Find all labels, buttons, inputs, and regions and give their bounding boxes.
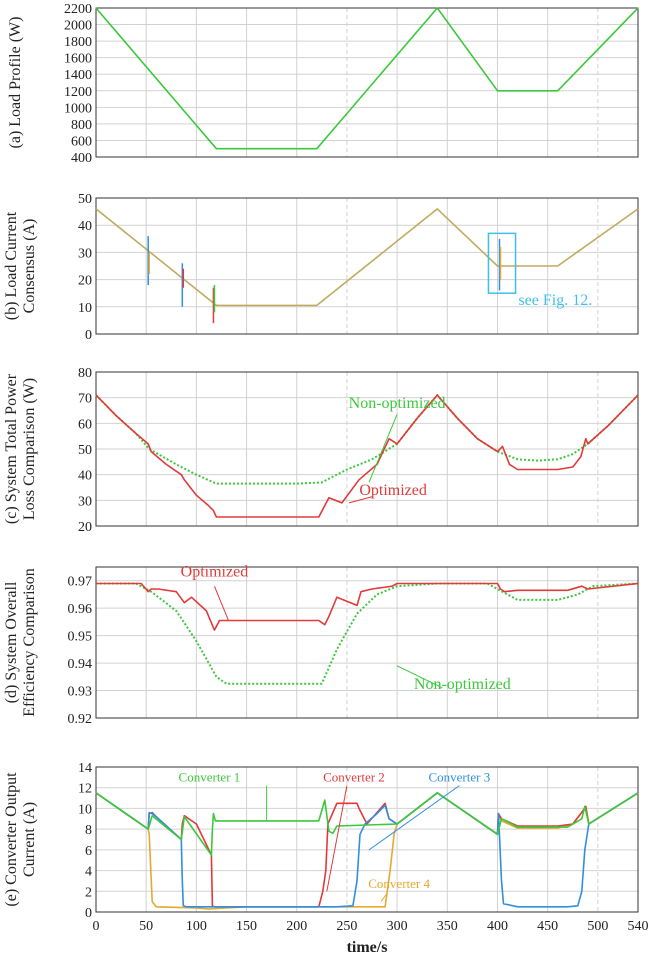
leader-line: [396, 665, 443, 689]
y-tick-label: 0.95: [68, 630, 93, 645]
y-tick-label: 0.97: [68, 575, 93, 590]
y-tick-label: 40: [78, 219, 92, 234]
series-label: Converter 4: [368, 876, 430, 891]
series-line-converter-1: [95, 792, 639, 856]
y-axis-label: (d) System Overall: [3, 581, 20, 703]
y-tick-label: 6: [85, 844, 92, 859]
y-axis-label: (a) Load Profile (W): [7, 17, 24, 149]
y-tick-label: 40: [78, 469, 92, 484]
y-tick-label: 2200: [64, 2, 92, 17]
y-tick-label: 1000: [64, 101, 92, 116]
y-tick-label: 50: [78, 192, 92, 207]
y-tick-label: 0.96: [68, 602, 93, 617]
plot-frame: [95, 566, 639, 719]
y-tick-label: 600: [71, 134, 92, 149]
panel-5: 0 2 4 6 8 10 12 14 0 50 100 150 200 250 300 350 400 450 50…: [3, 761, 649, 956]
x-tick-label: 50: [139, 919, 153, 934]
y-axis-label: Loss Comparison (W): [21, 378, 38, 520]
leader-line: [326, 785, 348, 892]
series-label: Converter 3: [428, 770, 490, 785]
series-line-non-optimized: [96, 582, 639, 685]
y-tick-label: 2000: [64, 19, 92, 34]
series-line-olive: [95, 208, 639, 307]
y-tick-label: 0.93: [68, 685, 93, 700]
panel-2: 0 10 20 30 40 50 (b) Load Current Consensus (A)…: [3, 192, 639, 343]
y-tick-label: 2: [85, 885, 92, 900]
y-tick-label: 0: [85, 906, 92, 921]
y-axis-label: Current (A): [21, 802, 38, 877]
y-axis-label: (e) Converter Output: [3, 772, 20, 907]
y-tick-label: 1400: [64, 68, 92, 83]
series-line-optimized: [95, 394, 639, 518]
y-tick-label: 1800: [64, 35, 92, 50]
x-tick-label: 500: [587, 919, 608, 934]
leader-line: [348, 496, 374, 504]
series-label: Non-optimized: [414, 676, 511, 693]
y-tick-label: 20: [78, 274, 92, 289]
y-tick-label: 0.94: [68, 657, 93, 672]
y-tick-label: 70: [78, 392, 92, 407]
zoom-box: [487, 232, 517, 294]
series-label: Converter 2: [323, 770, 385, 785]
series-line-converter-3: [95, 792, 639, 908]
x-tick-label: 250: [336, 919, 357, 934]
y-tick-label: 50: [78, 443, 92, 458]
series-label: Optimized: [359, 482, 427, 499]
leader-line: [213, 586, 229, 621]
series-label: Non-optimized: [349, 395, 446, 412]
y-axis-label: Consensus (A): [21, 219, 38, 314]
y-tick-label: 10: [78, 301, 92, 316]
y-axis-label: Efficiency Comparison: [21, 568, 38, 717]
y-axis-label: (b) Load Current: [3, 211, 20, 320]
x-tick-label: 350: [437, 919, 458, 934]
y-tick-label: 30: [78, 494, 92, 509]
series-label: Converter 1: [179, 770, 241, 785]
plot-frame: [95, 7, 639, 158]
panel-3: 20 30 40 50 60 70 80 (c) System Total Power Loss…: [3, 366, 639, 535]
plot-frame: [95, 197, 639, 335]
x-tick-label: 100: [186, 919, 207, 934]
leader-line: [380, 893, 388, 902]
see-fig-12-label: see Fig. 12.: [518, 292, 592, 309]
series-line-optimized: [96, 582, 639, 631]
x-tick-label: 200: [286, 919, 307, 934]
leader-line: [368, 414, 398, 483]
y-tick-label: 1200: [64, 85, 92, 100]
plot-frame: [95, 371, 639, 527]
y-tick-label: 20: [78, 520, 92, 535]
panel-4: 0.92 0.93 0.94 0.95 0.96 0.97 (d) System Overa…: [3, 564, 639, 727]
series-label: Optimized: [181, 564, 249, 581]
x-axis-label: time/s: [347, 939, 388, 956]
x-tick-label: 150: [236, 919, 257, 934]
x-tick-label: 450: [537, 919, 558, 934]
y-tick-label: 60: [78, 417, 92, 432]
y-tick-label: 1600: [64, 52, 92, 67]
y-tick-label: 14: [78, 761, 92, 776]
y-tick-label: 80: [78, 366, 92, 381]
x-tick-label: 0: [93, 919, 100, 934]
y-tick-label: 400: [71, 151, 92, 166]
leader-line: [368, 785, 460, 851]
y-tick-label: 0: [85, 328, 92, 343]
x-tick-label: 540: [628, 919, 649, 934]
plot-frame: [95, 766, 639, 913]
y-tick-label: 4: [85, 865, 92, 880]
y-tick-label: 8: [85, 823, 92, 838]
y-tick-label: 30: [78, 246, 92, 261]
x-tick-label: 300: [387, 919, 408, 934]
x-tick-label: 400: [487, 919, 508, 934]
y-tick-label: 0.92: [68, 712, 93, 727]
series-line-green: [95, 7, 639, 150]
y-tick-label: 12: [78, 782, 92, 797]
y-axis-label: (c) System Total Power: [3, 373, 20, 524]
y-tick-label: 800: [71, 118, 92, 133]
y-tick-label: 10: [78, 802, 92, 817]
